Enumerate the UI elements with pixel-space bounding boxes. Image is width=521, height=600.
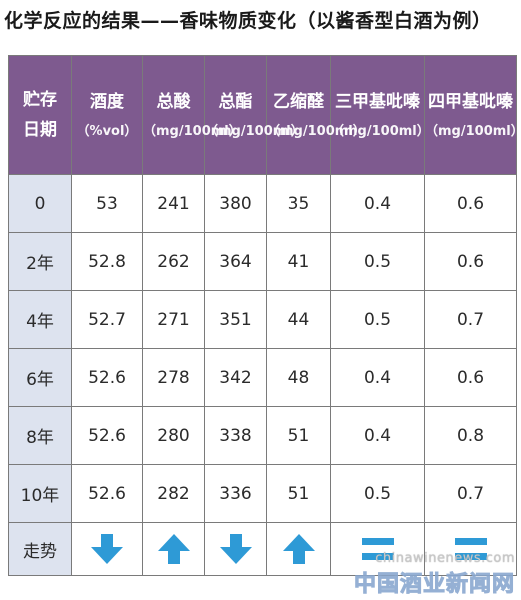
- arrow-up-icon: [282, 534, 316, 564]
- value-cell: 0.4: [330, 348, 425, 407]
- value-cell: 0.6: [424, 232, 517, 291]
- value-cell: 0.7: [424, 464, 517, 523]
- storage-period-cell: 8年: [8, 406, 72, 465]
- value-cell: 380: [204, 174, 267, 233]
- value-cell: 0.4: [330, 406, 425, 465]
- value-cell: 0.8: [424, 406, 517, 465]
- value-cell: 0.6: [424, 348, 517, 407]
- watermark-name: 中国酒业新闻网: [353, 572, 515, 598]
- watermark-url: chinawinenews.com: [375, 551, 515, 566]
- value-cell: 262: [142, 232, 205, 291]
- value-cell: 51: [266, 406, 331, 465]
- trend-cell: [204, 522, 267, 576]
- value-cell: 44: [266, 290, 331, 349]
- header-acetal: 乙缩醛 （mg/100ml）: [266, 55, 366, 175]
- header-alcohol: 酒度 （%vol）: [71, 55, 143, 175]
- table-row: 10年 52.6 282 336 51 0.5 0.7: [8, 464, 517, 523]
- value-cell: 278: [142, 348, 205, 407]
- value-cell: 53: [71, 174, 143, 233]
- header-storage-period: 贮存 日期: [8, 55, 72, 175]
- header-trimethylpyrazine: 三甲基吡嗪 （mg/100ml）: [330, 55, 430, 175]
- trend-label: 走势: [8, 522, 72, 576]
- value-cell: 0.5: [330, 464, 425, 523]
- equal-icon: [454, 536, 488, 562]
- value-cell: 35: [266, 174, 331, 233]
- table-row: 0 53 241 380 35 0.4 0.6: [8, 174, 517, 233]
- value-cell: 0.6: [424, 174, 517, 233]
- value-cell: 48: [266, 348, 331, 407]
- header-tetramethylpyrazine: 四甲基吡嗪 （mg/100ml）: [424, 55, 521, 175]
- value-cell: 0.5: [330, 290, 425, 349]
- page-title: 化学反应的结果——香味物质变化（以酱香型白酒为例）: [4, 10, 492, 32]
- table-row: 8年 52.6 280 338 51 0.4 0.8: [8, 406, 517, 465]
- value-cell: 351: [204, 290, 267, 349]
- storage-period-cell: 6年: [8, 348, 72, 407]
- table-body: 0 53 241 380 35 0.4 0.6 2年 52.8 262 364 41 0.5 0.6 4年 5…: [8, 174, 517, 576]
- table-header-row: 贮存 日期 酒度 （%vol） 总酸 （mg/100ml） 总酯 （mg/100…: [8, 55, 521, 175]
- storage-period-cell: 0: [8, 174, 72, 233]
- table-row: 6年 52.6 278 342 48 0.4 0.6: [8, 348, 517, 407]
- value-cell: 338: [204, 406, 267, 465]
- value-cell: 282: [142, 464, 205, 523]
- value-cell: 52.6: [71, 348, 143, 407]
- arrow-down-icon: [219, 534, 253, 564]
- trend-row: 走势: [8, 522, 517, 576]
- value-cell: 241: [142, 174, 205, 233]
- storage-period-cell: 2年: [8, 232, 72, 291]
- value-cell: 52.8: [71, 232, 143, 291]
- table-row: 2年 52.8 262 364 41 0.5 0.6: [8, 232, 517, 291]
- trend-cell: [424, 522, 517, 576]
- header-total-ester: 总酯 （mg/100ml）: [204, 55, 304, 175]
- arrow-down-icon: [90, 534, 124, 564]
- trend-cell: [142, 522, 205, 576]
- equal-icon: [361, 536, 395, 562]
- value-cell: 52.6: [71, 464, 143, 523]
- value-cell: 0.5: [330, 232, 425, 291]
- trend-cell: [71, 522, 143, 576]
- arrow-up-icon: [157, 534, 191, 564]
- value-cell: 342: [204, 348, 267, 407]
- aroma-change-table: 贮存 日期 酒度 （%vol） 总酸 （mg/100ml） 总酯 （mg/100…: [8, 55, 521, 576]
- value-cell: 51: [266, 464, 331, 523]
- table-row: 4年 52.7 271 351 44 0.5 0.7: [8, 290, 517, 349]
- header-total-acid: 总酸 （mg/100ml）: [142, 55, 242, 175]
- trend-cell: [266, 522, 331, 576]
- value-cell: 0.7: [424, 290, 517, 349]
- value-cell: 41: [266, 232, 331, 291]
- value-cell: 52.7: [71, 290, 143, 349]
- value-cell: 0.4: [330, 174, 425, 233]
- trend-cell: [330, 522, 425, 576]
- value-cell: 364: [204, 232, 267, 291]
- storage-period-cell: 10年: [8, 464, 72, 523]
- value-cell: 52.6: [71, 406, 143, 465]
- value-cell: 271: [142, 290, 205, 349]
- watermark: chinawinenews.com 中国酒业新闻网: [353, 551, 515, 598]
- value-cell: 280: [142, 406, 205, 465]
- storage-period-cell: 4年: [8, 290, 72, 349]
- value-cell: 336: [204, 464, 267, 523]
